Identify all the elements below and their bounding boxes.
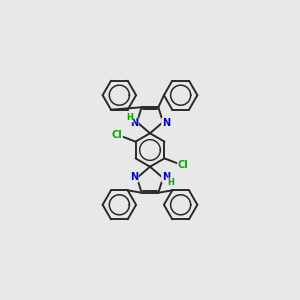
Text: Cl: Cl [112, 130, 122, 140]
Text: N: N [130, 118, 138, 128]
Text: H: H [167, 178, 174, 187]
Text: N: N [162, 172, 170, 182]
Text: H: H [126, 113, 133, 122]
Text: Cl: Cl [178, 160, 188, 170]
Text: N: N [162, 118, 170, 128]
Text: N: N [130, 172, 138, 182]
